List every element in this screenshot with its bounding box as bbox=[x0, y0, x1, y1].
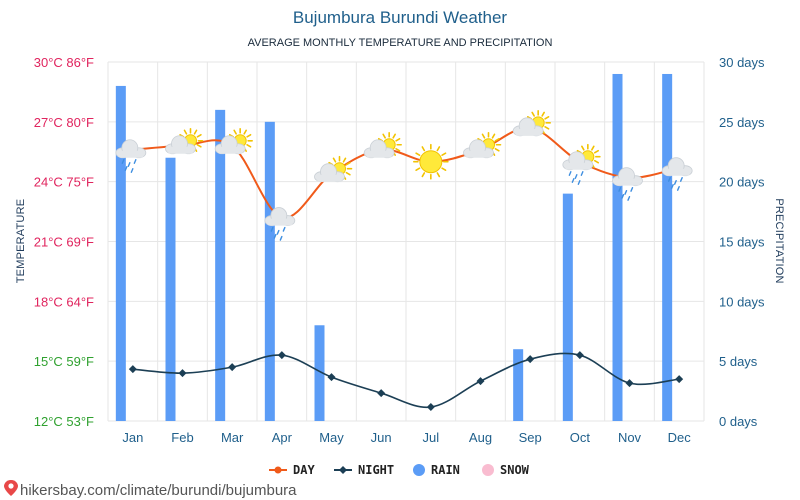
night-point-jan bbox=[128, 365, 137, 374]
right-axis-label: PRECIPITATION bbox=[773, 198, 785, 283]
night-point-feb bbox=[178, 369, 187, 378]
rain-bar-nov bbox=[612, 73, 623, 421]
rain-bar-jan bbox=[115, 85, 126, 421]
left-tick-label: 15°C 59°F bbox=[34, 354, 94, 369]
source-link[interactable]: hikersbay.com/climate/burundi/bujumbura bbox=[20, 482, 297, 499]
month-labels: Jan Feb Mar Apr May Jun Jul Aug Sep Oct Nov Dec bbox=[122, 430, 691, 445]
night-point-oct bbox=[575, 351, 584, 360]
month-label: Jan bbox=[122, 430, 143, 445]
partly-cloudy-icon bbox=[463, 131, 502, 159]
legend-item-rain[interactable]: RAIN bbox=[413, 463, 460, 477]
rain-bars bbox=[115, 73, 673, 421]
rain-bar-apr bbox=[264, 121, 275, 421]
partly-cloudy-icon bbox=[512, 110, 551, 137]
legend-label: NIGHT bbox=[358, 463, 394, 477]
left-axis-label: TEMPERATURE bbox=[15, 199, 27, 284]
legend-item-day[interactable]: DAY bbox=[269, 463, 315, 477]
partly-cloudy-icon bbox=[363, 131, 402, 159]
legend-label: SNOW bbox=[500, 463, 530, 477]
cloud-rain-icon bbox=[661, 157, 693, 191]
location-pin-icon bbox=[4, 480, 18, 496]
month-label: Aug bbox=[469, 430, 492, 445]
month-label: Apr bbox=[272, 430, 293, 445]
month-label: May bbox=[319, 430, 344, 445]
gridlines bbox=[107, 61, 705, 422]
left-tick-label: 21°C 69°F bbox=[34, 235, 94, 250]
partly-cloudy-icon bbox=[214, 127, 253, 155]
rain-bar-may bbox=[314, 325, 325, 421]
legend-label: RAIN bbox=[431, 463, 460, 477]
month-label: Oct bbox=[570, 430, 591, 445]
month-label: Jul bbox=[423, 430, 440, 445]
night-point-aug bbox=[476, 377, 485, 386]
left-tick-label: 30°C 86°F bbox=[34, 55, 94, 70]
night-point-jul bbox=[426, 403, 435, 412]
left-tick-label: 12°C 53°F bbox=[34, 414, 94, 429]
cloud-rain-icon bbox=[115, 139, 147, 173]
night-point-nov bbox=[625, 379, 634, 388]
legend-label: DAY bbox=[293, 463, 315, 477]
night-point-dec bbox=[675, 375, 684, 384]
month-label: Feb bbox=[171, 430, 193, 445]
legend: DAY NIGHT RAIN SNOW bbox=[269, 463, 530, 477]
legend-item-snow[interactable]: SNOW bbox=[482, 463, 530, 477]
month-label: Nov bbox=[618, 430, 642, 445]
left-tick-label: 18°C 64°F bbox=[34, 294, 94, 309]
chart-title: Bujumbura Burundi Weather bbox=[293, 8, 508, 27]
legend-swatch bbox=[482, 464, 494, 476]
weather-icons bbox=[115, 110, 693, 241]
rain-bar-dec bbox=[662, 73, 673, 421]
right-tick-label: 15 days bbox=[719, 235, 765, 250]
right-tick-label: 10 days bbox=[719, 294, 765, 309]
partly-cloudy-rain-icon bbox=[562, 143, 601, 185]
right-tick-label: 0 days bbox=[719, 414, 758, 429]
right-tick-label: 20 days bbox=[719, 175, 765, 190]
month-label: Dec bbox=[668, 430, 692, 445]
chart-subtitle: AVERAGE MONTHLY TEMPERATURE AND PRECIPIT… bbox=[248, 37, 553, 49]
night-point-jun bbox=[377, 389, 386, 398]
month-label: Mar bbox=[221, 430, 244, 445]
cloud-rain-icon bbox=[612, 167, 643, 201]
month-label: Sep bbox=[519, 430, 542, 445]
source-credit[interactable]: hikersbay.com/climate/burundi/bujumbura bbox=[4, 480, 297, 499]
night-point-sep bbox=[526, 355, 535, 364]
cloud-rain-icon bbox=[264, 207, 296, 241]
left-axis-ticks: 30°C 86°F 27°C 80°F 24°C 75°F 21°C 69°F 18°C… bbox=[34, 55, 94, 429]
right-tick-label: 5 days bbox=[719, 354, 758, 369]
partly-cloudy-icon bbox=[314, 155, 353, 183]
month-label: Jun bbox=[371, 430, 392, 445]
night-point-apr bbox=[277, 351, 286, 360]
night-point-mar bbox=[228, 363, 237, 372]
left-tick-label: 27°C 80°F bbox=[34, 115, 94, 130]
sun-icon bbox=[413, 143, 449, 180]
rain-bar-oct bbox=[562, 193, 573, 421]
rain-bar-feb bbox=[165, 157, 176, 421]
legend-swatch bbox=[413, 464, 425, 476]
left-tick-label: 24°C 75°F bbox=[34, 175, 94, 190]
rain-bar-mar bbox=[215, 109, 226, 421]
night-temperature-line bbox=[132, 352, 680, 409]
right-tick-label: 30 days bbox=[719, 55, 765, 70]
right-tick-label: 25 days bbox=[719, 115, 765, 130]
partly-cloudy-icon bbox=[165, 127, 204, 155]
right-axis-ticks: 30 days 25 days 20 days 15 days 10 days 5 day… bbox=[719, 55, 765, 429]
rain-bar-sep bbox=[513, 349, 524, 421]
night-point-may bbox=[327, 373, 336, 382]
legend-item-night[interactable]: NIGHT bbox=[334, 463, 394, 477]
